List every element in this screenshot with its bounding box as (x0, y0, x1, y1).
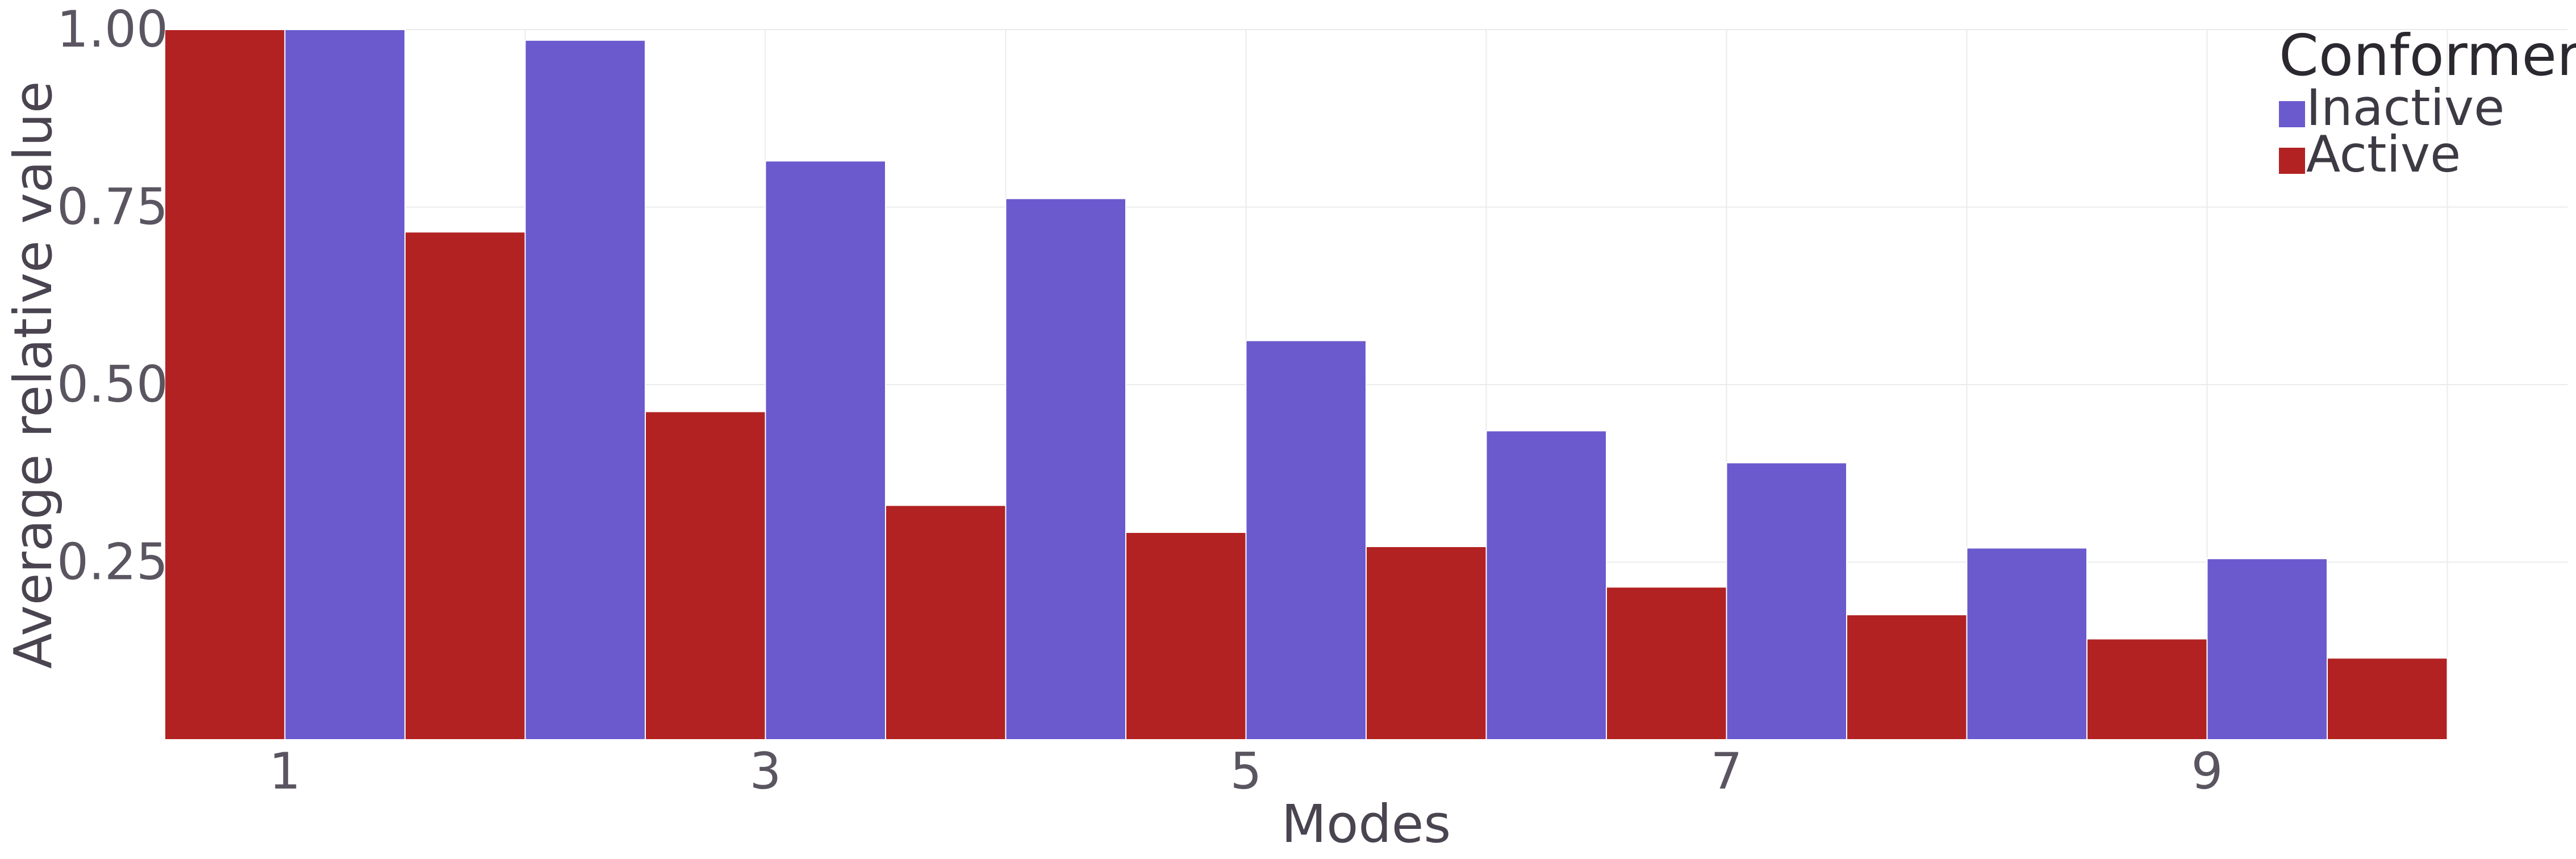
bar-active-mode-3 (645, 411, 766, 740)
bar-inactive-mode-4 (1005, 198, 1126, 740)
x-axis-ticks: 1 3 5 7 9 (269, 742, 2223, 800)
bar-inactive-mode-8 (1966, 547, 2087, 740)
bar-inactive-mode-9 (2206, 558, 2328, 740)
y-axis-title: Average relative value (3, 81, 64, 669)
bar-active-mode-6 (1366, 546, 1487, 740)
y-tick-label: 0.50 (57, 355, 168, 414)
x-tick-label: 3 (750, 742, 782, 800)
bar-active-mode-4 (885, 504, 1007, 740)
bar-inactive-mode-7 (1726, 462, 1847, 740)
bar-inactive-mode-2 (524, 39, 646, 740)
x-tick-label: 7 (1711, 742, 1743, 800)
legend-swatch-inactive (2279, 101, 2305, 127)
x-tick-label: 1 (269, 742, 301, 800)
bar-inactive-mode-3 (765, 160, 886, 740)
bar-inactive-mode-1 (284, 29, 406, 740)
y-tick-label: 0.75 (57, 178, 168, 236)
bar-active-mode-10 (2327, 657, 2448, 740)
bar-active-mode-5 (1125, 532, 1247, 740)
y-tick-label: 1.00 (57, 0, 168, 59)
legend-title: Conformer (2279, 22, 2576, 89)
x-tick-label: 9 (2191, 742, 2223, 800)
legend-swatch-active (2279, 148, 2305, 174)
bar-active-mode-7 (1606, 586, 1727, 740)
x-tick-label: 5 (1230, 742, 1262, 800)
bar-active-mode-2 (404, 231, 526, 740)
y-tick-label: 0.25 (57, 533, 168, 591)
y-axis-ticks: 0.25 0.50 0.75 1.00 (57, 0, 168, 591)
bar-active-mode-9 (2086, 638, 2208, 740)
bar-active-mode-1 (164, 29, 286, 740)
bar-inactive-mode-5 (1245, 340, 1367, 740)
legend-label-active: Active (2306, 125, 2461, 184)
bar-inactive-mode-6 (1485, 430, 1607, 740)
bars (164, 29, 2448, 740)
legend-label-inactive: Inactive (2306, 78, 2504, 137)
x-axis-title: Modes (1281, 794, 1451, 854)
bar-active-mode-8 (1846, 614, 1968, 740)
